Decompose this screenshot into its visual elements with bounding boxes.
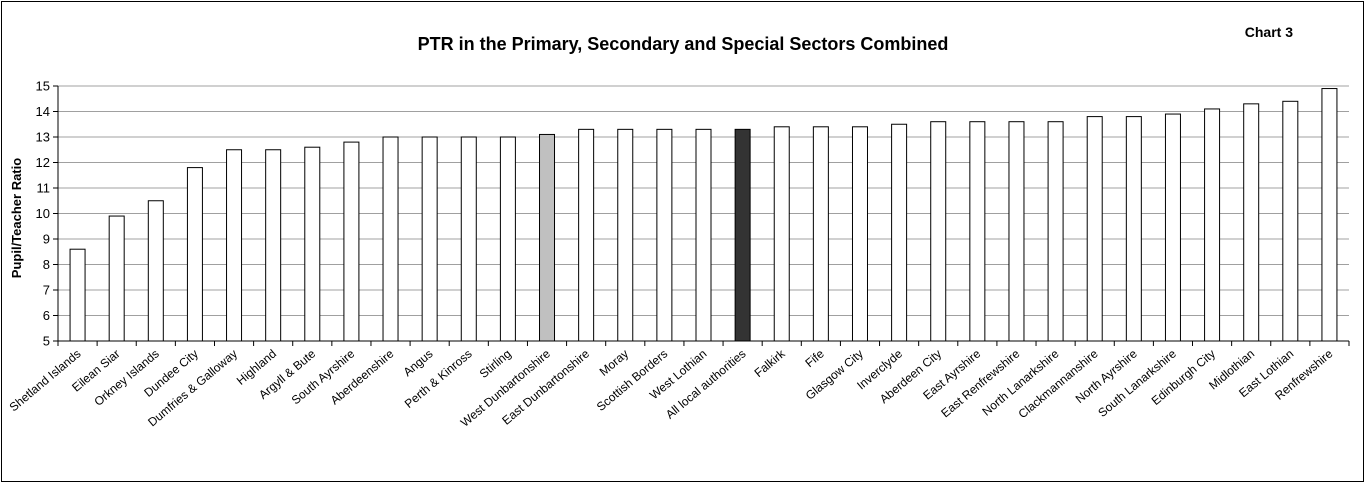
bar	[969, 121, 986, 342]
bar	[304, 146, 321, 342]
y-tick-label: 8	[43, 257, 50, 272]
bar	[69, 248, 86, 342]
bar	[891, 123, 908, 342]
bar	[147, 200, 164, 342]
bar	[695, 128, 712, 342]
bar	[1243, 103, 1260, 342]
bar	[578, 128, 595, 342]
x-tick-label: Angus	[401, 347, 436, 380]
y-tick-label: 9	[43, 232, 50, 247]
bar	[930, 121, 947, 342]
bars	[69, 88, 1338, 342]
bar	[539, 133, 556, 342]
y-axis-label: Pupil/Teacher Ratio	[9, 158, 24, 278]
bar	[421, 136, 438, 342]
bar	[343, 141, 360, 342]
chart-title: PTR in the Primary, Secondary and Specia…	[418, 34, 949, 54]
y-tick-label: 14	[36, 104, 50, 119]
bar	[851, 126, 868, 342]
y-tick-label: 13	[36, 130, 50, 145]
chart-number: Chart 3	[1245, 24, 1293, 40]
y-tick-label: 11	[37, 181, 51, 196]
bar	[460, 136, 477, 342]
x-tick-label: Fife	[802, 346, 827, 370]
y-tick-label: 5	[43, 334, 50, 349]
bar	[265, 149, 282, 342]
bar	[1125, 116, 1142, 342]
y-tick-label: 7	[43, 283, 50, 298]
bar	[1086, 116, 1103, 342]
bar	[108, 215, 125, 342]
y-tick-label: 10	[36, 206, 50, 221]
bar	[773, 126, 790, 342]
bar	[617, 128, 634, 342]
bar	[226, 149, 243, 342]
y-tick-label: 6	[43, 308, 50, 323]
bar	[1321, 88, 1338, 342]
bar	[1008, 121, 1025, 342]
bar	[1282, 100, 1299, 342]
bar	[812, 126, 829, 342]
x-tick-label: Moray	[597, 347, 632, 379]
x-tick-label: Falkirk	[752, 346, 789, 380]
bar	[1204, 108, 1221, 342]
bar	[656, 128, 673, 342]
x-tick-label: Perth & Kinross	[402, 347, 475, 411]
bar	[382, 136, 399, 342]
bar	[499, 136, 516, 342]
bar	[186, 167, 203, 342]
bar	[1164, 113, 1181, 342]
y-tick-label: 15	[36, 79, 50, 94]
bar	[1047, 121, 1064, 342]
y-ticks: 5 6 7 8 9 10 11 12 13 14 15	[36, 79, 58, 349]
y-tick-label: 12	[36, 155, 50, 170]
bar	[734, 128, 751, 342]
